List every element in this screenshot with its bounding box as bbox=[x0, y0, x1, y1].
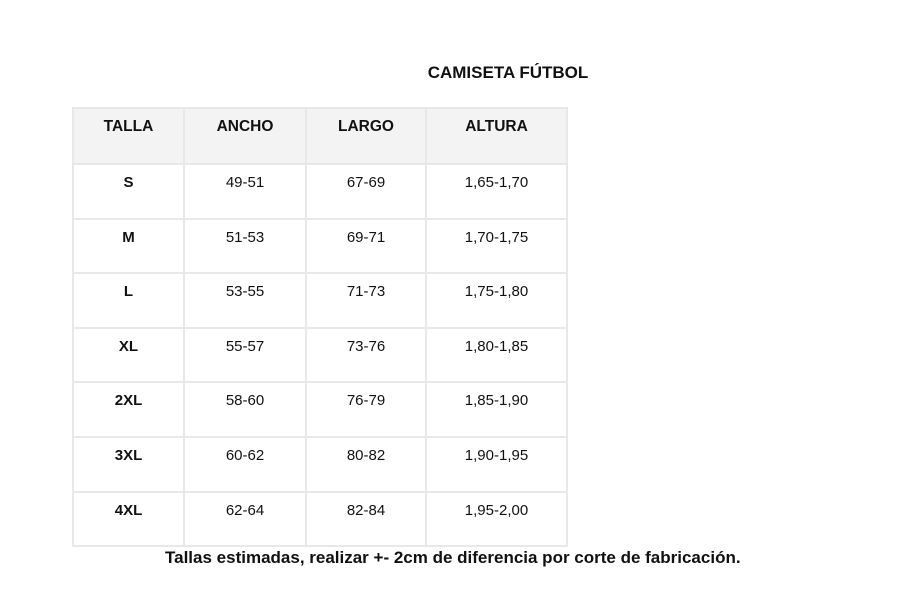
cell-largo: 69-71 bbox=[305, 217, 427, 275]
cell-size: 4XL bbox=[72, 490, 185, 548]
cell-ancho: 62-64 bbox=[183, 490, 307, 548]
cell-largo: 67-69 bbox=[305, 163, 427, 220]
size-table: TALLA ANCHO LARGO ALTURA S 49-51 67-69 1,65… bbox=[72, 107, 568, 548]
page-title: CAMISETA FÚTBOL bbox=[427, 63, 589, 82]
cell-ancho: 49-51 bbox=[183, 163, 307, 220]
header-altura: ALTURA bbox=[425, 107, 568, 165]
cell-largo: 71-73 bbox=[305, 272, 427, 329]
table-row: 4XL 62-64 82-84 1,95-2,00 bbox=[72, 490, 568, 548]
cell-ancho: 58-60 bbox=[183, 381, 307, 438]
cell-altura: 1,90-1,95 bbox=[425, 435, 568, 493]
header-talla: TALLA bbox=[72, 107, 185, 165]
table-row: M 51-53 69-71 1,70-1,75 bbox=[72, 217, 568, 275]
cell-largo: 82-84 bbox=[305, 490, 427, 548]
cell-altura: 1,95-2,00 bbox=[425, 490, 568, 548]
cell-size: 2XL bbox=[72, 381, 185, 438]
table-row: 3XL 60-62 80-82 1,90-1,95 bbox=[72, 435, 568, 493]
cell-largo: 73-76 bbox=[305, 326, 427, 384]
table-row: S 49-51 67-69 1,65-1,70 bbox=[72, 163, 568, 220]
cell-size: M bbox=[72, 217, 185, 275]
cell-altura: 1,75-1,80 bbox=[425, 272, 568, 329]
table-header-row: TALLA ANCHO LARGO ALTURA bbox=[72, 107, 568, 165]
cell-altura: 1,65-1,70 bbox=[425, 163, 568, 220]
cell-largo: 80-82 bbox=[305, 435, 427, 493]
footnote: Tallas estimadas, realizar +- 2cm de dif… bbox=[165, 548, 741, 567]
cell-size: 3XL bbox=[72, 435, 185, 493]
table-row: 2XL 58-60 76-79 1,85-1,90 bbox=[72, 381, 568, 438]
header-largo: LARGO bbox=[305, 107, 427, 165]
table-row: XL 55-57 73-76 1,80-1,85 bbox=[72, 326, 568, 384]
cell-ancho: 55-57 bbox=[183, 326, 307, 384]
header-ancho: ANCHO bbox=[183, 107, 307, 165]
cell-size: XL bbox=[72, 326, 185, 384]
cell-ancho: 51-53 bbox=[183, 217, 307, 275]
cell-altura: 1,80-1,85 bbox=[425, 326, 568, 384]
table-row: L 53-55 71-73 1,75-1,80 bbox=[72, 272, 568, 329]
cell-size: L bbox=[72, 272, 185, 329]
cell-largo: 76-79 bbox=[305, 381, 427, 438]
cell-ancho: 53-55 bbox=[183, 272, 307, 329]
cell-altura: 1,70-1,75 bbox=[425, 217, 568, 275]
cell-size: S bbox=[72, 163, 185, 220]
cell-altura: 1,85-1,90 bbox=[425, 381, 568, 438]
cell-ancho: 60-62 bbox=[183, 435, 307, 493]
